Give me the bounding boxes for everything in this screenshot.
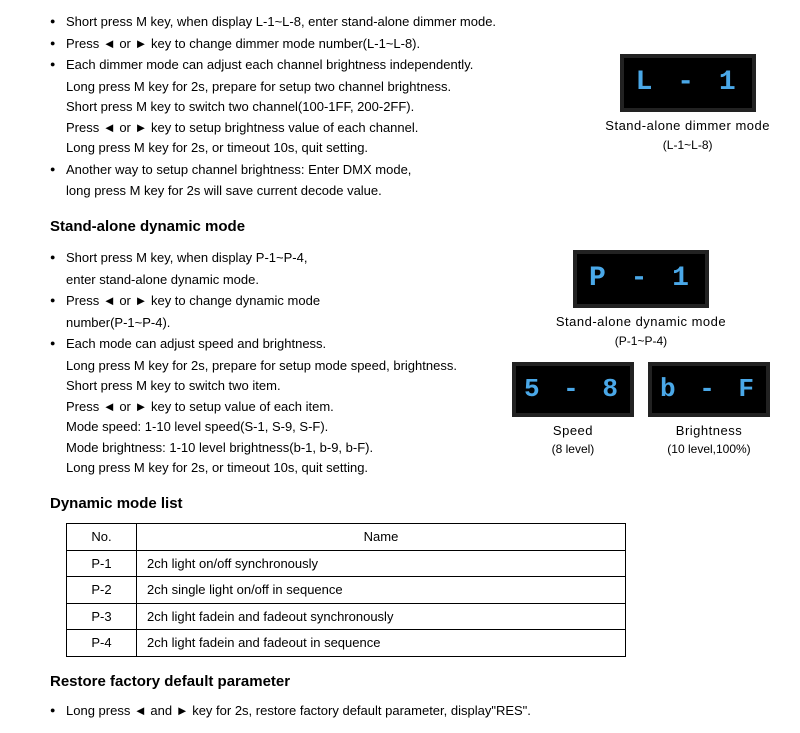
dimmer-subcaption: (L-1~L-8) xyxy=(605,136,770,154)
dynamic-indent-1: Long press M key for 2s, prepare for set… xyxy=(50,356,492,376)
dimmer-bullet-3: Each dimmer mode can adjust each channel… xyxy=(50,55,585,75)
bright-sub: (10 level,100%) xyxy=(648,440,770,458)
speed-bright-row: 5 - 8 Speed (8 level) b - F Brightness (… xyxy=(512,358,770,459)
speed-sub: (8 level) xyxy=(512,440,634,458)
cell-no: P-4 xyxy=(67,630,137,657)
cell-name: 2ch light fadein and fadeout synchronous… xyxy=(137,603,626,630)
dimmer-indent-3: Press ◄ or ► key to setup brightness val… xyxy=(50,118,585,138)
dynamic-caption: Stand-alone dynamic mode xyxy=(512,312,770,332)
dimmer-bullet-4: Another way to setup channel brightness:… xyxy=(50,160,585,180)
cell-name: 2ch light fadein and fadeout in sequence xyxy=(137,630,626,657)
bright-label: Brightness xyxy=(648,421,770,441)
table-row: P-4 2ch light fadein and fadeout in sequ… xyxy=(67,630,626,657)
section-dimmer-mode: Short press M key, when display L-1~L-8,… xyxy=(50,10,770,202)
dynamic-bullet-1b: enter stand-alone dynamic mode. xyxy=(50,270,492,290)
dimmer-indent-5: long press M key for 2s will save curren… xyxy=(50,181,585,201)
dimmer-indent-4: Long press M key for 2s, or timeout 10s,… xyxy=(50,138,585,158)
dimmer-bullet-2: Press ◄ or ► key to change dimmer mode n… xyxy=(50,34,585,54)
dimmer-indent-1: Long press M key for 2s, prepare for set… xyxy=(50,77,585,97)
speed-display: 5 - 8 xyxy=(512,362,634,417)
dynamic-text-col: Short press M key, when display P-1~P-4,… xyxy=(50,246,512,479)
dynamic-subcaption: (P-1~P-4) xyxy=(512,332,770,350)
dimmer-bullet-1: Short press M key, when display L-1~L-8,… xyxy=(50,12,585,32)
dynamic-mode-table: No. Name P-1 2ch light on/off synchronou… xyxy=(66,523,626,657)
dynamic-bullet-3: Each mode can adjust speed and brightnes… xyxy=(50,334,492,354)
cell-name: 2ch single light on/off in sequence xyxy=(137,577,626,604)
section-dynamic-mode: Short press M key, when display P-1~P-4,… xyxy=(50,246,770,479)
table-header-row: No. Name xyxy=(67,524,626,551)
dynamic-indent-3: Press ◄ or ► key to setup value of each … xyxy=(50,397,492,417)
table-row: P-2 2ch single light on/off in sequence xyxy=(67,577,626,604)
dynlist-heading: Dynamic mode list xyxy=(50,493,770,516)
dimmer-caption: Stand-alone dimmer mode xyxy=(605,116,770,136)
dynamic-indent-5: Mode brightness: 1-10 level brightness(b… xyxy=(50,438,492,458)
cell-no: P-3 xyxy=(67,603,137,630)
dynamic-bullet-2a: Press ◄ or ► key to change dynamic mode xyxy=(50,291,492,311)
dimmer-display-col: L - 1 Stand-alone dimmer mode (L-1~L-8) xyxy=(605,50,770,154)
cell-no: P-2 xyxy=(67,577,137,604)
dynamic-display-col: P - 1 Stand-alone dynamic mode (P-1~P-4)… xyxy=(512,246,770,458)
speed-label: Speed xyxy=(512,421,634,441)
speed-col: 5 - 8 Speed (8 level) xyxy=(512,358,634,459)
col-no-header: No. xyxy=(67,524,137,551)
restore-bullet: Long press ◄ and ► key for 2s, restore f… xyxy=(50,701,770,721)
dynamic-bullet-1a: Short press M key, when display P-1~P-4, xyxy=(50,248,492,268)
dynamic-heading: Stand-alone dynamic mode xyxy=(50,216,770,239)
cell-name: 2ch light on/off synchronously xyxy=(137,550,626,577)
dynamic-bullet-2b: number(P-1~P-4). xyxy=(50,313,492,333)
col-name-header: Name xyxy=(137,524,626,551)
table-row: P-1 2ch light on/off synchronously xyxy=(67,550,626,577)
dynamic-indent-4: Mode speed: 1-10 level speed(S-1, S-9, S… xyxy=(50,417,492,437)
dimmer-indent-2: Short press M key to switch two channel(… xyxy=(50,97,585,117)
table-row: P-3 2ch light fadein and fadeout synchro… xyxy=(67,603,626,630)
dynamic-indent-2: Short press M key to switch two item. xyxy=(50,376,492,396)
dynamic-display: P - 1 xyxy=(573,250,709,308)
dynamic-indent-6: Long press M key for 2s, or timeout 10s,… xyxy=(50,458,492,478)
dimmer-text-col: Short press M key, when display L-1~L-8,… xyxy=(50,10,605,202)
cell-no: P-1 xyxy=(67,550,137,577)
dimmer-display: L - 1 xyxy=(620,54,756,112)
bright-col: b - F Brightness (10 level,100%) xyxy=(648,358,770,459)
restore-heading: Restore factory default parameter xyxy=(50,671,770,694)
bright-display: b - F xyxy=(648,362,770,417)
